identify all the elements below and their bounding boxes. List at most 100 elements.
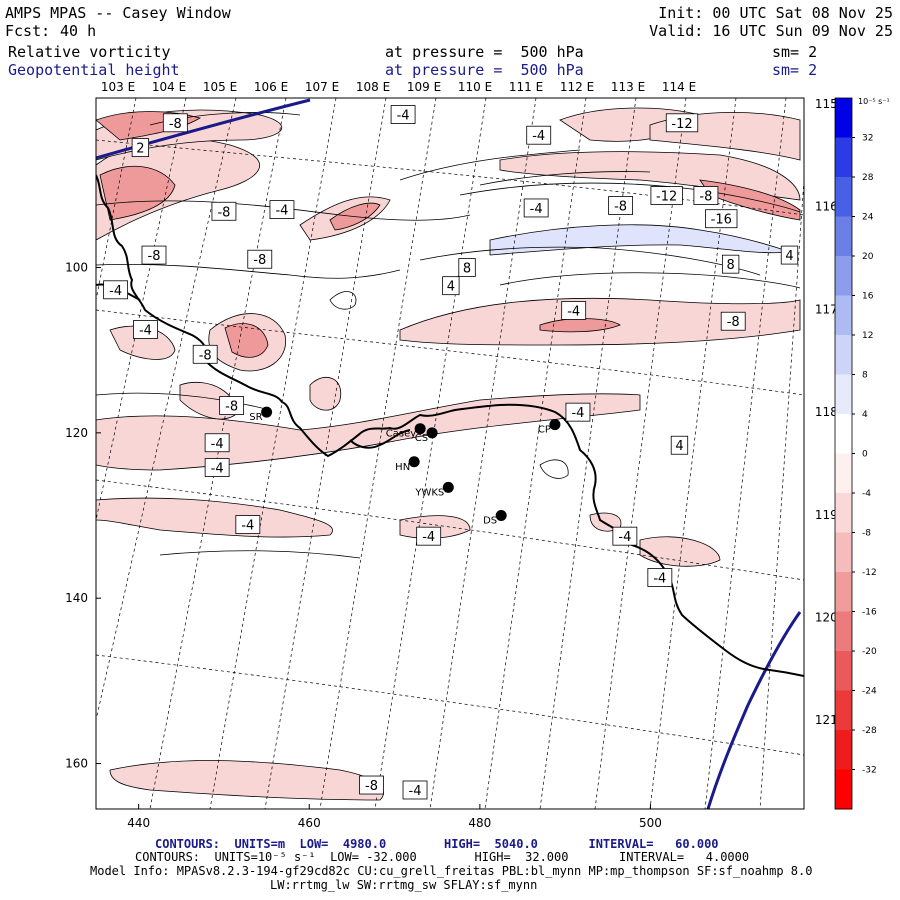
longitude-label: 106 E xyxy=(254,80,288,94)
contour-label: 8 xyxy=(727,258,735,273)
station-marker xyxy=(442,481,454,493)
contour-label-box xyxy=(390,105,416,124)
contour-label: -8 xyxy=(253,253,266,268)
contour-label-box xyxy=(608,196,634,215)
y-tick-label: 140 xyxy=(65,591,88,605)
station-label: HN xyxy=(395,462,410,473)
contour-label: -8 xyxy=(199,348,212,363)
colorbar-swatch xyxy=(835,137,852,178)
colorbar-label: 32 xyxy=(862,134,873,144)
contour-label: -12 xyxy=(671,117,692,132)
forecast-hour: 40 h xyxy=(60,22,97,40)
geopotential-contours xyxy=(96,98,802,809)
field2-name: Geopotential height xyxy=(8,61,180,79)
x-tick-label: 480 xyxy=(468,816,491,830)
contour-label-box xyxy=(235,515,261,534)
contour-label-box xyxy=(721,254,740,274)
colorbar-swatch xyxy=(835,651,852,691)
station-marker xyxy=(549,419,561,431)
x-tick-label: 460 xyxy=(298,816,321,830)
station-marker xyxy=(414,423,426,435)
height-contour-info: CONTOURS: UNITS=m LOW= 4980.0 HIGH= 5040… xyxy=(155,837,719,851)
station-marker xyxy=(495,510,507,522)
field1-level: at pressure = 500 hPa xyxy=(385,43,584,61)
init-time: Init: 00 UTC Sat 08 Nov 25 xyxy=(658,4,893,22)
longitude-label: 108 E xyxy=(356,80,390,94)
contour-label-box xyxy=(670,435,689,455)
contour-label-box xyxy=(647,568,673,587)
longitude-label: 110 E xyxy=(458,80,492,94)
colorbar-label: -8 xyxy=(862,529,871,539)
y-tick-label: 100 xyxy=(65,260,88,274)
contour-label-box xyxy=(650,186,683,205)
station-label: SR xyxy=(249,412,262,423)
longitude-label: 103 E xyxy=(101,80,135,94)
station-marker xyxy=(426,427,438,439)
contour-label: 2 xyxy=(136,142,144,157)
contour-label-box xyxy=(247,249,273,269)
contour-label: -4 xyxy=(211,437,224,452)
station-label: DS xyxy=(483,516,497,527)
colorbar-swatch xyxy=(835,414,852,454)
contour-label: 8 xyxy=(463,261,471,276)
field1-smoothing: sm= 2 xyxy=(772,43,818,61)
model-info: Model Info: MPASv8.2.3-194-gf29cd82c CU:… xyxy=(90,864,813,878)
left-axis: 100 120 140 160 xyxy=(65,260,101,771)
contour-label-box xyxy=(359,775,384,795)
vorticity-shading xyxy=(96,107,801,801)
colorbar-swatch xyxy=(835,177,852,217)
colorbar-label: -4 xyxy=(862,489,871,499)
contour-label-box xyxy=(162,113,188,133)
contour-label: -12 xyxy=(656,190,677,205)
contour-label-box xyxy=(219,396,245,415)
contour-label-box xyxy=(402,780,428,800)
vorticity-shading-negative xyxy=(489,224,791,256)
contour-label: -4 xyxy=(567,304,580,319)
contour-label: -4 xyxy=(139,323,152,338)
contour-label: -8 xyxy=(148,249,161,264)
contour-label-box xyxy=(526,125,552,145)
contour-label-box xyxy=(442,276,460,296)
latitude-gridlines xyxy=(96,139,804,756)
contour-label-box xyxy=(133,320,158,339)
contour-label: -8 xyxy=(225,400,238,415)
contour-label: -4 xyxy=(109,284,122,299)
contour-label: -4 xyxy=(653,572,666,587)
longitude-label: 114 E xyxy=(662,80,696,94)
colorbar-swatch xyxy=(835,611,852,652)
station-marker xyxy=(408,456,420,468)
colorbar-label: 20 xyxy=(862,252,874,262)
colorbar-swatch xyxy=(835,453,852,494)
colorbar-label: -28 xyxy=(862,726,877,736)
contour-label-box xyxy=(141,245,167,265)
vorticity-contour-info: CONTOURS: UNITS=10⁻⁵ s⁻¹ LOW= -32.000 HI… xyxy=(135,850,750,864)
colorbar-swatch xyxy=(835,493,852,533)
colorbar-swatch xyxy=(835,532,852,573)
station-label: YWKS xyxy=(414,487,444,498)
colorbar-label: 28 xyxy=(862,173,874,183)
contour-label: 4 xyxy=(785,249,793,264)
colorbar-swatch xyxy=(835,256,852,296)
contour-label-box xyxy=(665,113,699,133)
colorbar-label: 16 xyxy=(862,292,874,302)
colorbar-label: -16 xyxy=(862,608,877,618)
contour-label: -8 xyxy=(727,315,740,330)
contour-label-box xyxy=(211,201,237,221)
x-tick-label: 440 xyxy=(127,816,150,830)
colorbar-swatch xyxy=(835,769,852,810)
contour-label: -4 xyxy=(618,530,631,545)
contour-label: -8 xyxy=(699,190,712,205)
contour-label: 4 xyxy=(447,280,455,295)
colorbar-swatch xyxy=(835,572,852,612)
station-label: Casey xyxy=(386,429,416,440)
contour-label-box xyxy=(561,301,587,320)
longitude-label: 105 E xyxy=(203,80,237,94)
model-info-line2: LW:rrtmg_lw SW:rrtmg_sw SFLAY:sf_mynn xyxy=(270,878,538,892)
contour-label-box xyxy=(523,198,549,218)
colorbar: 10⁻⁵ s⁻¹ 32 28 24 20 16 12 8 4 0 -4 -8 -12 -16 -20 -24 -… xyxy=(834,97,890,810)
vorticity-contours xyxy=(96,112,801,559)
y-tick-label: 160 xyxy=(65,757,88,771)
colorbar-label: 8 xyxy=(862,371,868,381)
